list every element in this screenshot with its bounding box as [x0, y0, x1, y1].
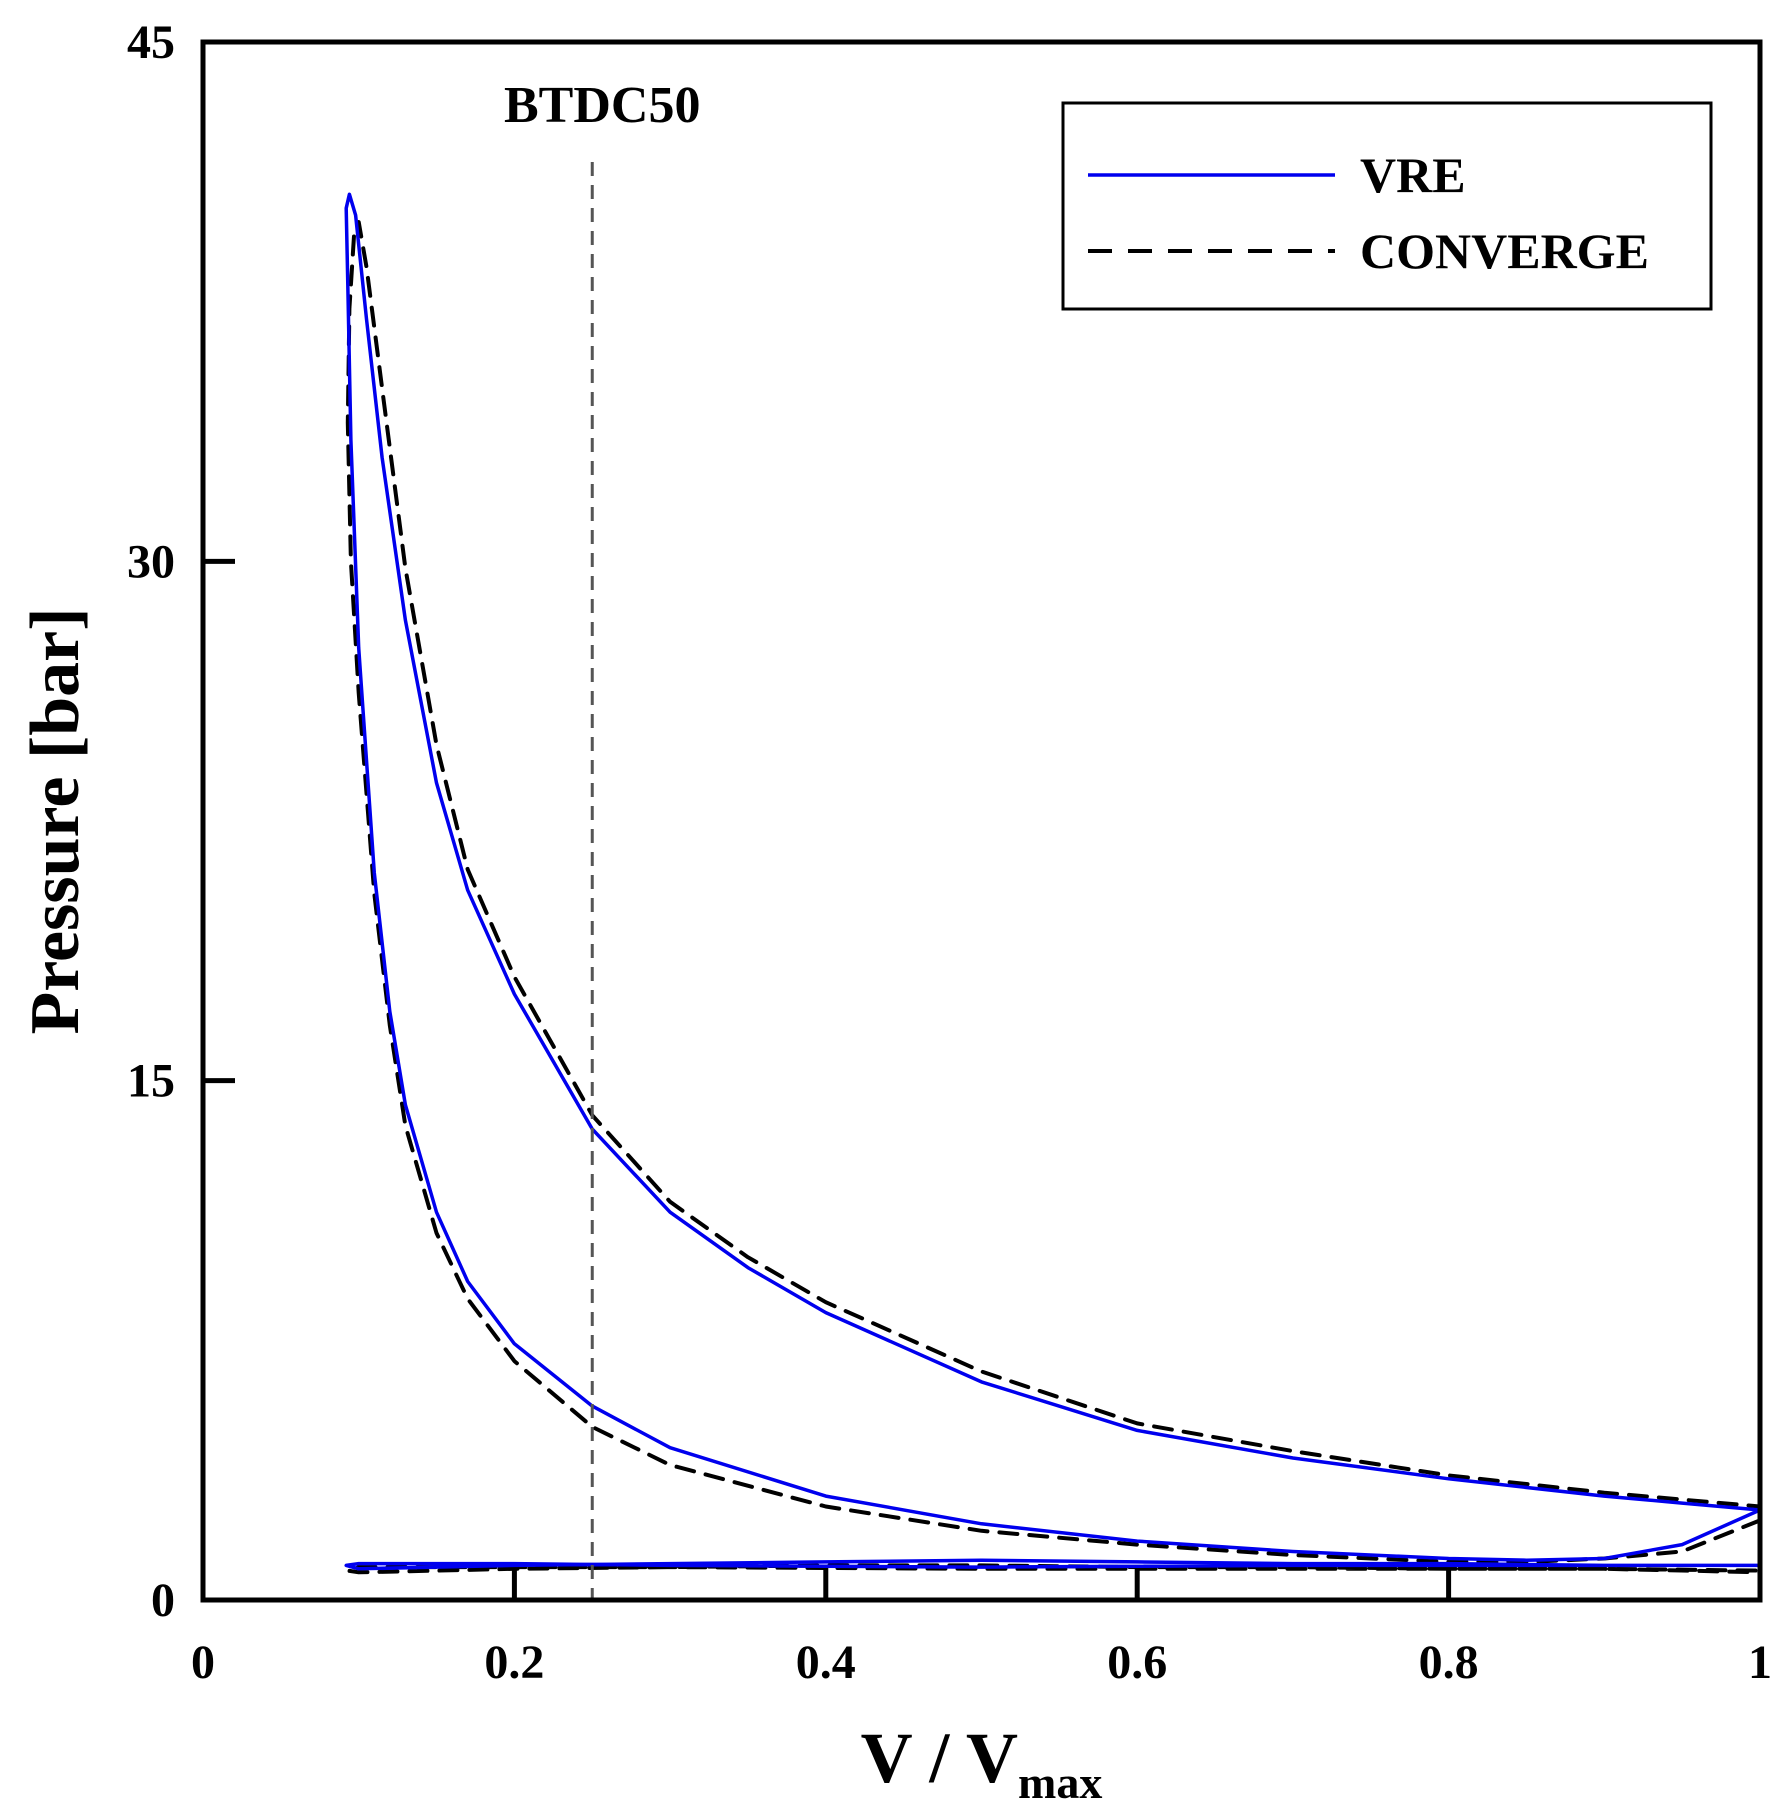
- btdc50-label: BTDC50: [504, 77, 700, 134]
- legend: VRE CONVERGE: [1061, 101, 1713, 311]
- legend-label-converge: CONVERGE: [1360, 223, 1649, 279]
- x-tick-label: 0.6: [1107, 1636, 1167, 1689]
- x-tick-label: 0.8: [1419, 1636, 1479, 1689]
- y-tick-label: 30: [127, 535, 175, 588]
- tick-labels: 0 0.2 0.4 0.6 0.8 1 0 15 30 45: [127, 16, 1772, 1689]
- y-tick-label: 45: [127, 16, 175, 69]
- x-axis-label-subscript: max: [1018, 1757, 1102, 1808]
- series-line-vre: [344, 192, 1762, 1571]
- x-tick-label: 0.4: [796, 1636, 856, 1689]
- y-tick-label: 15: [127, 1055, 175, 1108]
- x-tick-label: 0: [191, 1636, 215, 1689]
- legend-box: [1061, 101, 1713, 311]
- ticks: [200, 39, 1763, 1603]
- x-axis-label-main: V / V: [861, 1718, 1018, 1798]
- axes: [200, 39, 1763, 1603]
- plot-frame: [200, 39, 1763, 1603]
- x-tick-label: 1: [1748, 1636, 1772, 1689]
- x-tick-label: 0.2: [484, 1636, 544, 1689]
- legend-label-vre: VRE: [1360, 147, 1466, 203]
- annotation-layer: BTDC50: [504, 77, 700, 1600]
- x-axis-label: V / Vmax: [861, 1718, 1103, 1808]
- y-tick-label: 0: [151, 1574, 175, 1627]
- plot-lines: [344, 192, 1762, 1575]
- series-line-converge: [345, 220, 1762, 1575]
- y-axis-label: Pressure [bar]: [17, 607, 94, 1034]
